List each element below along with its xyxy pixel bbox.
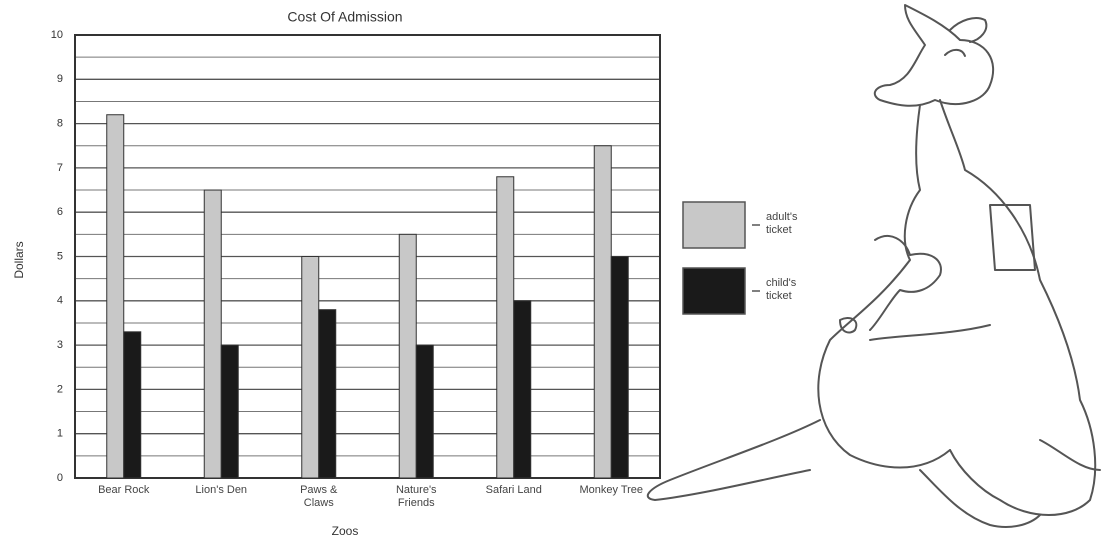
x-tick-label: Lion's Den — [195, 484, 248, 496]
y-tick-label: 7 — [57, 162, 63, 174]
y-tick-label: 9 — [57, 73, 63, 85]
legend-label: adult's ticket — [766, 211, 798, 236]
chart-title: Cost Of Admission — [287, 9, 402, 25]
bar — [415, 344, 434, 479]
plot-frame — [74, 34, 661, 479]
y-tick-label: 4 — [57, 295, 63, 307]
x-tick-label: Paws & Claws — [300, 484, 338, 509]
x-axis-label: Zoos — [332, 524, 359, 538]
legend-swatch — [682, 267, 746, 315]
bar — [301, 256, 320, 479]
y-tick-label: 5 — [57, 250, 63, 262]
bar — [203, 189, 222, 479]
x-tick-label: Safari Land — [485, 484, 542, 496]
bar — [318, 309, 337, 479]
y-tick-label: 2 — [57, 383, 63, 395]
kangaroo-drawing — [646, 4, 1101, 528]
x-tick-label: Nature's Friends — [395, 484, 437, 509]
y-tick-label: 8 — [57, 118, 63, 130]
bar — [593, 145, 612, 479]
bar — [106, 114, 125, 479]
y-tick-label: 3 — [57, 339, 63, 351]
bar — [610, 256, 629, 479]
legend-label: child's ticket — [766, 277, 797, 302]
y-tick-label: 6 — [57, 206, 63, 218]
y-axis-label: Dollars — [12, 241, 26, 278]
bar — [123, 331, 142, 479]
x-tick-label: Monkey Tree — [579, 484, 644, 496]
bar — [398, 233, 417, 479]
bar — [513, 300, 532, 479]
legend-swatch — [682, 201, 746, 249]
x-tick-label: Bear Rock — [98, 484, 150, 496]
y-tick-label: 1 — [57, 428, 63, 440]
bar — [220, 344, 239, 479]
bar — [496, 176, 515, 479]
y-tick-label: 10 — [51, 29, 63, 41]
y-tick-label: 0 — [57, 472, 63, 484]
